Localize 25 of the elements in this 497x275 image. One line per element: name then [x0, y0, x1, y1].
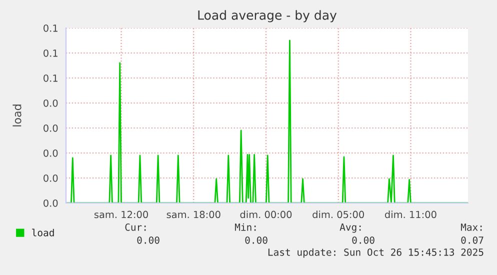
y-tick-label: 0.0 — [44, 99, 58, 107]
text: 0.00 — [245, 236, 268, 244]
y-tick-label: 0.0 — [44, 174, 58, 182]
y-tick-label: 0.0 — [44, 199, 58, 207]
x-tick-label: sam. 12:00 — [94, 210, 148, 218]
x-tick-label: dim. 05:00 — [312, 210, 364, 218]
text: Max: — [460, 224, 482, 231]
x-tick-label: sam. 18:00 — [166, 210, 220, 218]
y-tick-label: 0.0 — [44, 124, 58, 132]
y-tick-label: 0.1 — [44, 24, 58, 32]
y-axis-title: load — [12, 104, 22, 126]
text: Min: — [234, 223, 256, 231]
y-tick-label: 0.1 — [44, 49, 58, 57]
x-tick-label: dim. 00:00 — [240, 210, 292, 218]
text: 0.07 — [461, 236, 484, 244]
y-tick-label: 0.0 — [44, 149, 58, 157]
legend-label: load — [32, 228, 54, 236]
text: Cur: — [125, 223, 146, 231]
text: Last update: Sun Oct 26 15:45:13 2025 — [268, 248, 484, 258]
text: Avg: — [340, 224, 361, 233]
y-tick-label: 0.1 — [44, 74, 58, 82]
x-tick-label: dim. 11:00 — [384, 210, 436, 218]
text: 0.00 — [137, 236, 160, 244]
text: 0.00 — [352, 236, 374, 244]
chart-title: Load average - by day — [198, 10, 337, 22]
